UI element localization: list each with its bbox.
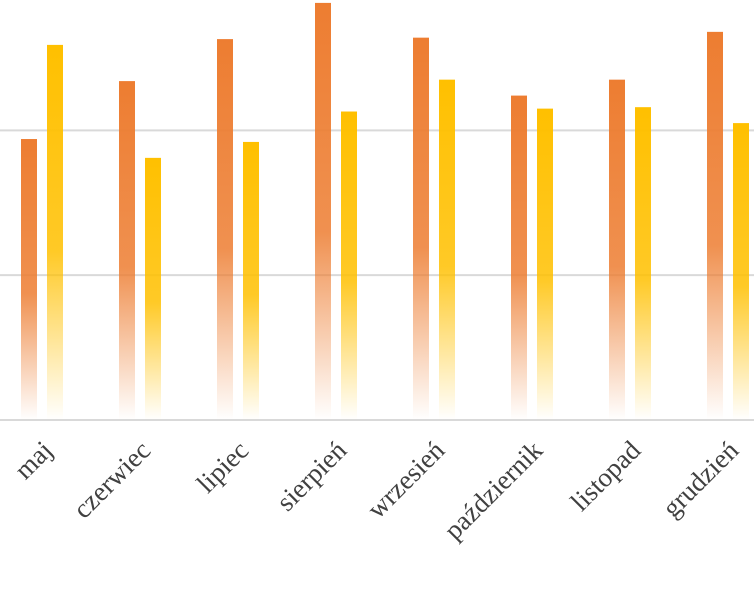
x-tick-label: lipiec xyxy=(191,435,255,499)
x-tick-label: wrzesień xyxy=(361,435,450,524)
bar xyxy=(511,95,527,420)
bar xyxy=(537,108,553,420)
bar xyxy=(243,141,259,420)
bar xyxy=(413,37,429,420)
bar xyxy=(47,44,63,421)
bar xyxy=(609,79,625,420)
x-tick-label: listopad xyxy=(565,435,647,517)
bar xyxy=(145,157,161,421)
bar xyxy=(21,139,37,420)
x-tick-label: grudzień xyxy=(656,435,744,523)
x-tick-label: czerwiec xyxy=(67,435,156,524)
x-tick-label: sierpień xyxy=(271,435,353,517)
x-tick-label: maj xyxy=(8,435,58,485)
bar xyxy=(119,81,135,420)
bar xyxy=(315,2,331,421)
bar xyxy=(733,123,749,420)
bar xyxy=(439,79,455,420)
bar xyxy=(217,39,233,420)
bar xyxy=(635,107,651,420)
bar xyxy=(341,111,357,420)
x-tick-label: październik xyxy=(438,435,549,546)
bar xyxy=(707,31,723,421)
